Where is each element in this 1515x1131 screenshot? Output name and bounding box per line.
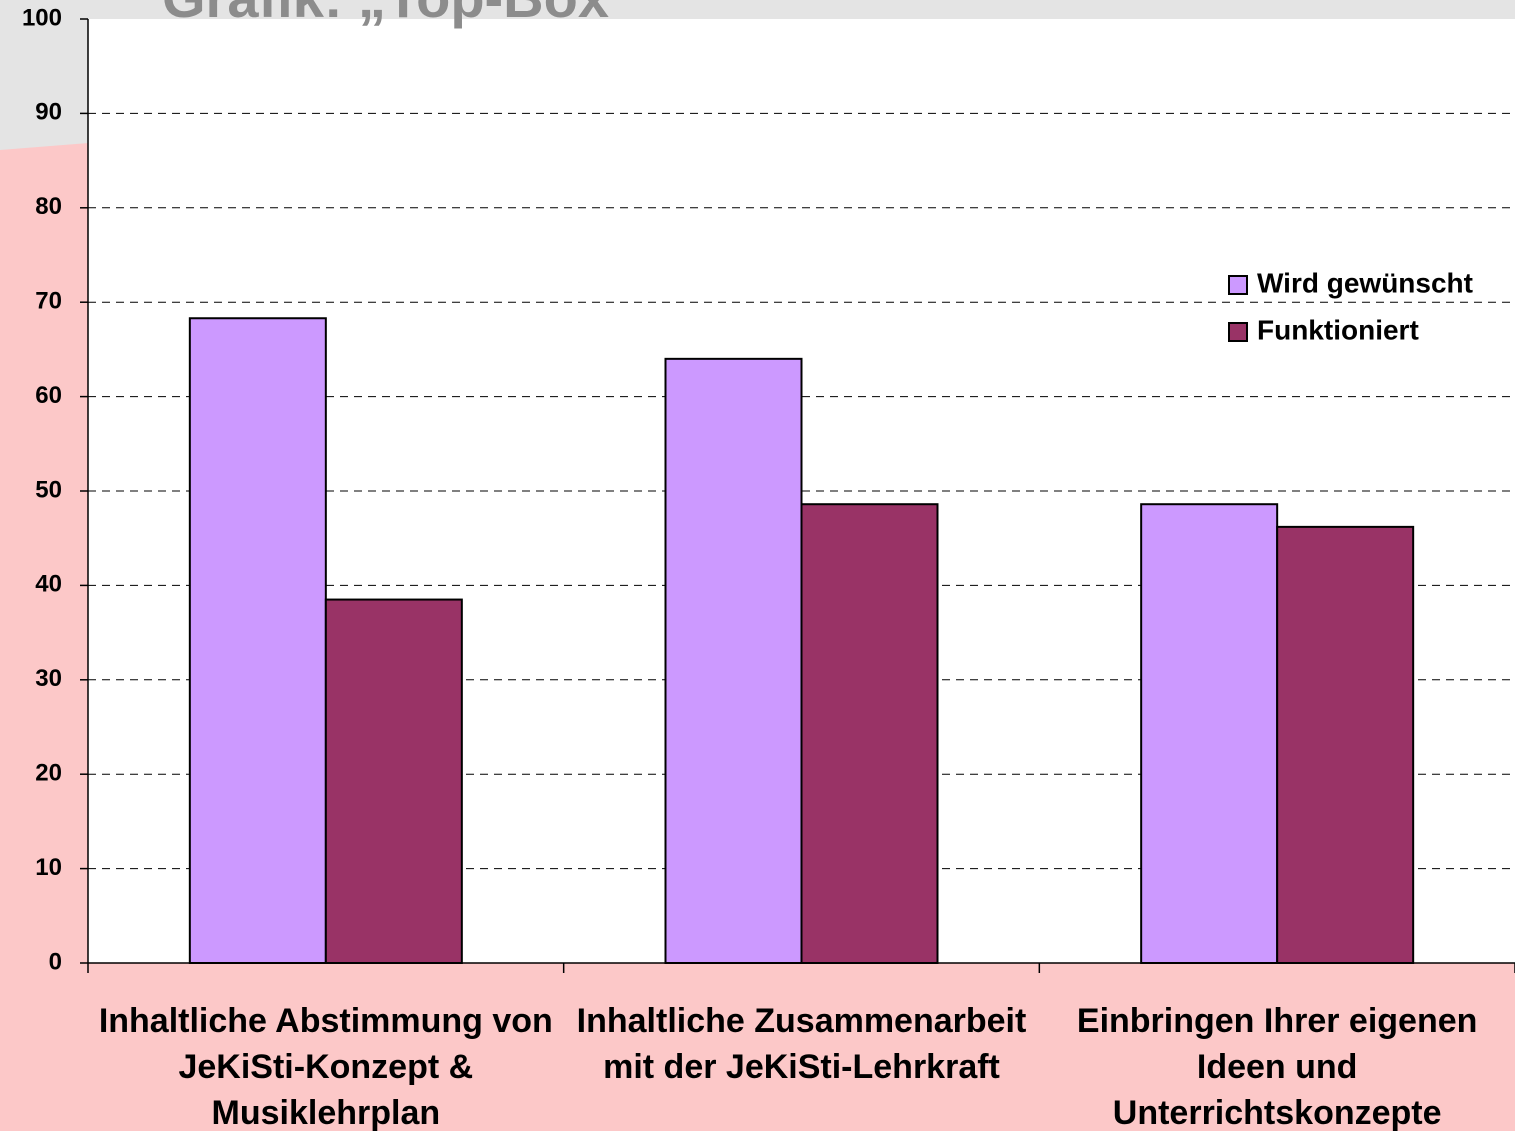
bar <box>664 357 803 964</box>
y-tick-label: 0 <box>49 948 62 975</box>
legend-swatch <box>1228 275 1248 295</box>
y-tick-label: 40 <box>35 571 62 598</box>
chart-title: Grafik: „Top-Box <box>162 0 609 29</box>
y-tick-label: 10 <box>35 854 62 881</box>
bar <box>1276 525 1415 964</box>
legend-label: Funktioniert <box>1257 314 1419 345</box>
x-tick-label: Einbringen Ihrer eigenen Ideen und Unter… <box>1076 1002 1478 1131</box>
y-tick-label: 100 <box>22 4 62 31</box>
legend-swatch <box>1228 322 1248 342</box>
y-tick-label: 20 <box>35 760 62 787</box>
y-tick-label: 80 <box>35 193 62 220</box>
legend-label: Wird gewünscht <box>1257 267 1473 298</box>
y-tick-label: 30 <box>35 665 62 692</box>
x-tick-label: Inhaltliche Zusammenarbeit mit der JeKiS… <box>576 1002 1027 1086</box>
x-tick-label: Inhaltliche Abstimmung von JeKiSti-Konze… <box>98 1002 553 1131</box>
y-tick-label: 90 <box>35 99 62 126</box>
y-tick-label: 50 <box>35 476 62 503</box>
bar <box>800 503 939 964</box>
y-tick-label: 70 <box>35 288 62 315</box>
bar <box>324 598 463 964</box>
bar <box>1140 503 1279 964</box>
bar <box>188 317 327 964</box>
y-tick-label: 60 <box>35 382 62 409</box>
